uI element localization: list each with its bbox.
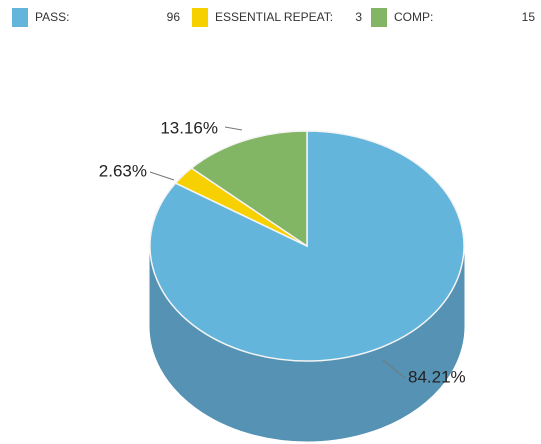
data-label: 2.63% [99, 161, 147, 180]
legend-label: ESSENTIAL REPEAT: [215, 10, 333, 24]
leader-line [224, 126, 243, 131]
legend-swatch [371, 8, 387, 27]
legend-count: 15 [522, 10, 536, 24]
legend-label: PASS: [35, 10, 69, 24]
data-label: 84.21% [408, 367, 466, 386]
pie-slice [190, 130, 308, 248]
legend-count: 3 [355, 10, 362, 24]
leader-line [149, 171, 175, 181]
legend-count: 96 [167, 10, 181, 24]
legend-swatch [192, 8, 208, 27]
legend-swatch [12, 8, 28, 27]
data-label: 13.16% [160, 118, 218, 137]
leader-line [382, 359, 406, 379]
legend-label: COMP: [394, 10, 433, 24]
